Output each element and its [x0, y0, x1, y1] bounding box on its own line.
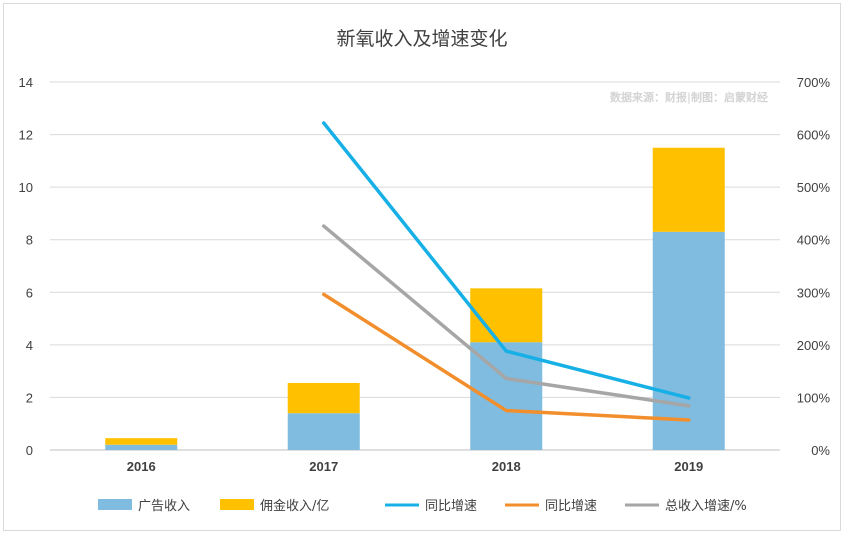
- y-left-tick-label: 0: [26, 443, 33, 458]
- y-right-tick-label: 0%: [811, 443, 830, 458]
- bar-commission-revenue: [287, 382, 360, 414]
- x-axis: 2016 2017 2018 2019: [127, 459, 703, 474]
- y-left-tick-label: 8: [26, 233, 33, 248]
- line-yoy-growth-orange: [322, 292, 691, 422]
- legend-label: 广告收入: [138, 499, 190, 514]
- y-left-tick-label: 12: [19, 128, 33, 143]
- y-left-tick-label: 2: [26, 390, 33, 405]
- x-tick-label: 2019: [674, 459, 703, 474]
- legend-swatch: [220, 499, 254, 510]
- bar-ad-revenue: [287, 413, 360, 450]
- lines: [322, 121, 691, 422]
- y-right-tick-label: 100%: [797, 390, 831, 405]
- bar-commission-revenue: [652, 147, 725, 232]
- line-total-growth-gray: [322, 224, 691, 408]
- y-right-tick-label: 700%: [797, 75, 831, 90]
- y-left-tick-label: 14: [19, 75, 33, 90]
- x-tick-label: 2017: [309, 459, 338, 474]
- y-left-tick-label: 4: [26, 338, 33, 353]
- legend-label: 总收入增速/%: [665, 499, 747, 514]
- x-tick-label: 2018: [492, 459, 521, 474]
- legend-label: 同比增速: [425, 499, 477, 514]
- chart-title: 新氧收入及增速变化: [336, 28, 507, 50]
- y-axis-left: 0 2 4 6 8 10 12 14: [19, 75, 33, 458]
- bars: [105, 147, 725, 450]
- legend-label: 同比增速: [545, 499, 597, 514]
- y-right-tick-label: 500%: [797, 180, 831, 195]
- y-right-tick-label: 200%: [797, 338, 831, 353]
- bar-commission-revenue: [470, 288, 543, 343]
- legend-swatch: [98, 499, 132, 510]
- x-tick-label: 2016: [127, 459, 156, 474]
- y-left-tick-label: 10: [19, 180, 33, 195]
- legend: 广告收入 佣金收入/亿 同比增速 同比增速 总收入增速/%: [98, 498, 747, 514]
- y-right-tick-label: 600%: [797, 128, 831, 143]
- line-yoy-growth-blue: [322, 121, 691, 400]
- bar-ad-revenue: [652, 231, 725, 450]
- y-axis-right: 0% 100% 200% 300% 400% 500% 600% 700%: [797, 75, 831, 458]
- bar-commission-revenue: [105, 438, 178, 445]
- source-note: 数据来源：财报|制图：启蒙财经: [610, 90, 768, 104]
- legend-label: 佣金收入/亿: [260, 498, 329, 514]
- y-left-tick-label: 6: [26, 285, 33, 300]
- y-right-tick-label: 400%: [797, 233, 831, 248]
- bar-ad-revenue: [105, 444, 178, 450]
- y-right-tick-label: 300%: [797, 285, 831, 300]
